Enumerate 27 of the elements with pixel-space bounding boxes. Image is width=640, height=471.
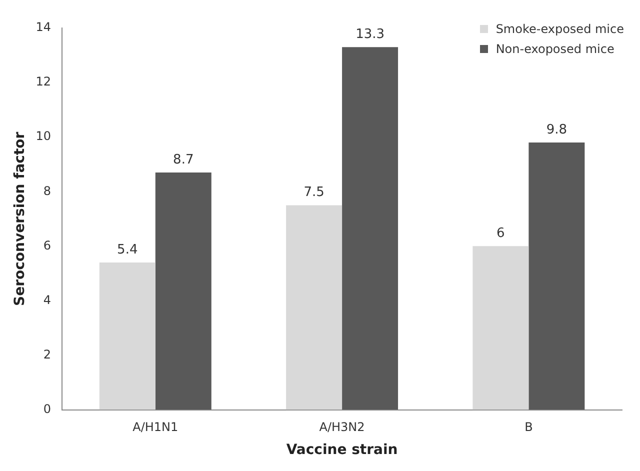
- data-label: 7.5: [304, 185, 324, 200]
- bar: [286, 205, 342, 410]
- data-label: 13.3: [356, 26, 385, 42]
- data-label: 9.8: [546, 122, 568, 138]
- x-axis-title: Vaccine strain: [286, 442, 398, 458]
- bar: [528, 142, 585, 410]
- x-tick-label: B: [524, 420, 533, 434]
- bar: [99, 262, 156, 410]
- x-tick-label: A/H3N2: [319, 420, 365, 434]
- legend-label: Smoke-exposed mice: [496, 22, 624, 36]
- y-tick-label: 10: [36, 129, 52, 144]
- y-tick-label: 8: [43, 184, 52, 198]
- bar: [155, 172, 212, 410]
- legend-label: Non-exoposed mice: [496, 42, 614, 56]
- data-label: 8.7: [173, 152, 194, 168]
- y-tick-label: 2: [43, 347, 52, 362]
- y-axis-title: Seroconversion factor: [12, 132, 28, 306]
- x-tick-label: A/H1N1: [132, 420, 178, 434]
- data-label: 5.4: [117, 242, 138, 258]
- y-tick-label: 0: [43, 402, 52, 416]
- bar: [342, 47, 398, 410]
- y-tick-label: 4: [43, 292, 52, 307]
- data-label: 6: [496, 226, 505, 242]
- y-tick-label: 14: [36, 20, 52, 34]
- bar: [472, 246, 529, 410]
- y-tick-label: 6: [43, 238, 52, 252]
- y-tick-label: 12: [36, 74, 52, 89]
